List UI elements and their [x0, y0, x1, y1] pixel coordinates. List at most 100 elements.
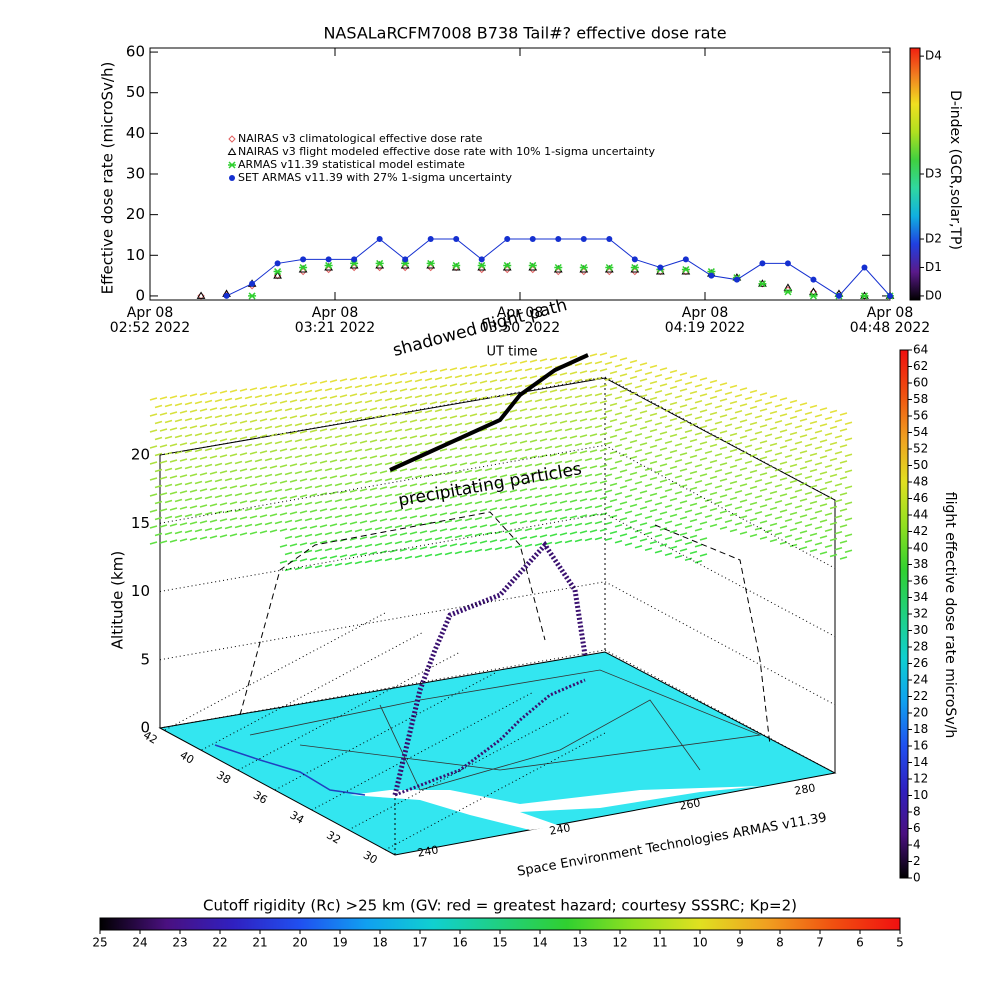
particle-dash: [769, 538, 778, 543]
particle-dash: [334, 530, 343, 535]
particle-dash: [554, 492, 563, 497]
particle-dash: [724, 471, 733, 475]
particle-dash: [584, 425, 593, 430]
particle-dash: [379, 454, 388, 458]
particle-dash: [224, 477, 233, 482]
particle-dash: [419, 370, 428, 374]
particle-dash: [599, 512, 608, 516]
particle-dash: [794, 441, 803, 445]
particle-dash: [199, 392, 208, 396]
particle-dash: [484, 387, 493, 392]
colorbar-tick-label: 16: [452, 936, 467, 950]
particle-dash: [774, 516, 783, 520]
particle-dash: [469, 525, 478, 529]
particle-dash: [774, 452, 783, 456]
particle-dash: [574, 538, 583, 543]
particle-dash: [209, 455, 218, 459]
particle-dash: [814, 446, 823, 450]
particle-dash: [779, 413, 788, 417]
particle-dash: [539, 518, 548, 522]
particle-dash: [829, 505, 838, 510]
particle-dash: [524, 399, 533, 404]
particle-dash: [454, 518, 463, 523]
particle-dash: [509, 441, 518, 445]
particle-dash: [349, 425, 358, 429]
particle-dash: [844, 453, 853, 457]
particle-dash: [654, 518, 663, 522]
particle-dash: [709, 507, 718, 512]
particle-dash: [814, 542, 823, 546]
legend-label: NAIRAS v3 climatological effective dose …: [238, 132, 483, 145]
colorbar-tick-label: 22: [913, 689, 928, 703]
particle-dash: [839, 460, 848, 464]
particle-dash: [404, 539, 413, 544]
particle-dash: [514, 496, 523, 501]
particle-dash: [644, 515, 653, 519]
particle-dash: [564, 379, 573, 384]
legend-label: NAIRAS v3 flight modeled effective dose …: [238, 145, 655, 158]
particle-dash: [719, 382, 728, 386]
particle-dash: [794, 537, 803, 541]
particle-dash: [629, 519, 638, 524]
particle-dash: [504, 369, 513, 374]
particle-dash: [314, 436, 323, 441]
particle-dash: [489, 539, 498, 543]
particle-dash: [364, 495, 373, 500]
particle-dash: [374, 510, 383, 515]
particle-dash: [179, 458, 188, 462]
particle-dash: [834, 499, 843, 503]
particle-dash: [299, 526, 308, 530]
particle-dash: [249, 467, 258, 471]
particle-dash: [559, 404, 568, 408]
particle-dash: [449, 527, 458, 531]
particle-dash: [384, 445, 393, 450]
particle-dash: [369, 503, 378, 507]
particle-dash: [329, 379, 338, 383]
particle-dash: [354, 384, 363, 389]
particle-dash: [414, 426, 423, 431]
particle-dash: [419, 482, 428, 486]
particle-dash: [149, 493, 158, 497]
particle-dash: [634, 401, 643, 405]
particle-dash: [469, 365, 478, 369]
particle-dash: [419, 546, 428, 550]
particle-dash: [234, 460, 243, 465]
particle-dash: [819, 551, 828, 555]
particle-dash: [394, 476, 403, 481]
particle-dash: [734, 442, 743, 446]
particle-dash: [329, 459, 338, 463]
particle-dash: [309, 541, 318, 545]
particle-dash: [229, 453, 238, 457]
particle-dash: [479, 524, 488, 528]
particle-dash: [694, 432, 703, 436]
particle-dash: [439, 464, 448, 468]
precipitating-field: [149, 352, 853, 572]
colorbar-tick-label: 42: [913, 524, 928, 538]
particle-dash: [594, 488, 603, 493]
particle-dash: [749, 421, 758, 426]
colorbar-tick-label: 8: [776, 936, 784, 950]
particle-dash: [514, 400, 523, 405]
particle-dash: [439, 528, 448, 532]
particle-dash: [194, 480, 203, 485]
particle-dash: [269, 513, 278, 517]
particle-dash: [829, 521, 838, 526]
particle-dash: [199, 408, 208, 412]
particle-dash: [359, 488, 368, 492]
particle-dash: [399, 404, 408, 408]
particle-dash: [459, 526, 468, 530]
particle-dash: [814, 526, 823, 530]
particle-dash: [634, 449, 643, 453]
particle-dash: [539, 470, 548, 474]
particle-dash: [569, 515, 578, 519]
particle-dash: [359, 440, 368, 444]
particle-dash: [344, 433, 353, 438]
point: [503, 265, 511, 274]
particle-dash: [194, 528, 203, 533]
particle-dash: [489, 507, 498, 511]
particle-dash: [239, 388, 248, 392]
particle-dash: [269, 497, 278, 501]
particle-dash: [644, 451, 653, 455]
particle-dash: [289, 495, 298, 499]
particle-dash: [399, 436, 408, 440]
